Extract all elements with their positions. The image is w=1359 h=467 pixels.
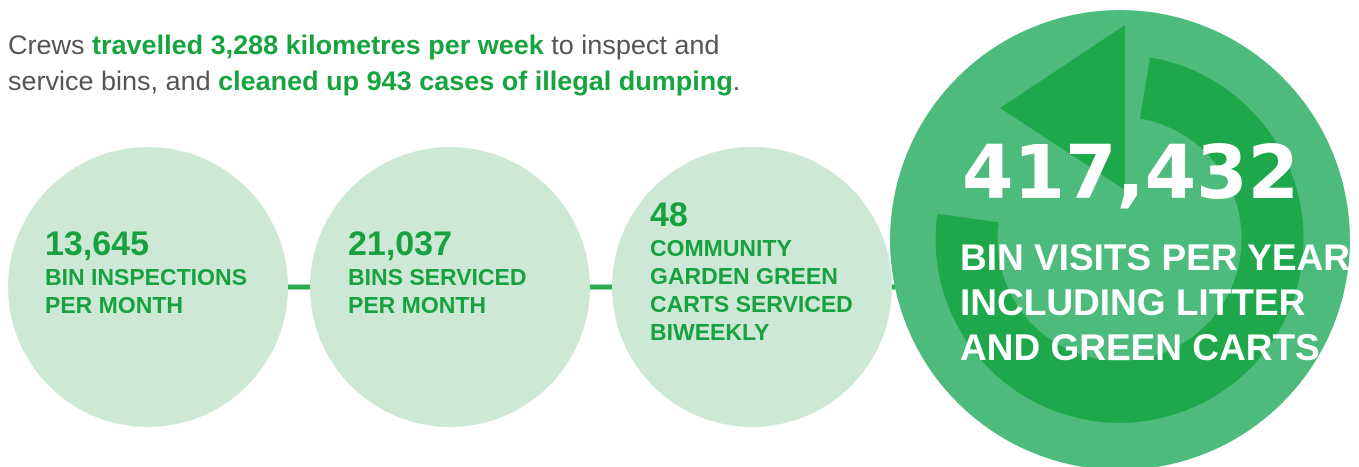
intro-highlight: travelled 3,288 kilometres per week	[92, 30, 545, 60]
intro-text: .	[733, 66, 741, 96]
stat-value: 48	[650, 196, 688, 234]
intro-text: service bins, and	[8, 66, 218, 96]
arrow-ring	[935, 57, 1304, 423]
stat-circle	[612, 147, 892, 427]
stat-label: BINS SERVICED	[348, 264, 527, 290]
intro-line: Crews travelled 3,288 kilometres per wee…	[8, 30, 719, 60]
stat-label: GARDEN GREEN	[650, 263, 838, 289]
arrow-head	[1000, 25, 1125, 190]
stat-label: CARTS SERVICED	[650, 291, 853, 317]
intro-highlight: cleaned up 943 cases of illegal dumping	[218, 66, 733, 96]
highlight-label: BIN VISITS PER YEAR,	[960, 237, 1359, 278]
stat-label: PER MONTH	[45, 292, 183, 318]
stat-circle	[310, 147, 590, 427]
highlight-label: AND GREEN CARTS	[960, 327, 1320, 368]
intro-text: to inspect and	[544, 30, 720, 60]
intro-text: Crews	[8, 30, 92, 60]
stat-label: PER MONTH	[348, 292, 486, 318]
stat-value: 21,037	[348, 225, 452, 263]
stat-label: COMMUNITY	[650, 235, 792, 261]
stat-label: BIN INSPECTIONS	[45, 264, 247, 290]
highlight-label: INCLUDING LITTER	[960, 282, 1305, 323]
stat-value: 13,645	[45, 225, 149, 263]
highlight-value: 417,432	[962, 130, 1299, 216]
intro-line: service bins, and cleaned up 943 cases o…	[8, 66, 740, 96]
stat-label: BIWEEKLY	[650, 319, 769, 345]
stat-circle	[8, 147, 288, 427]
